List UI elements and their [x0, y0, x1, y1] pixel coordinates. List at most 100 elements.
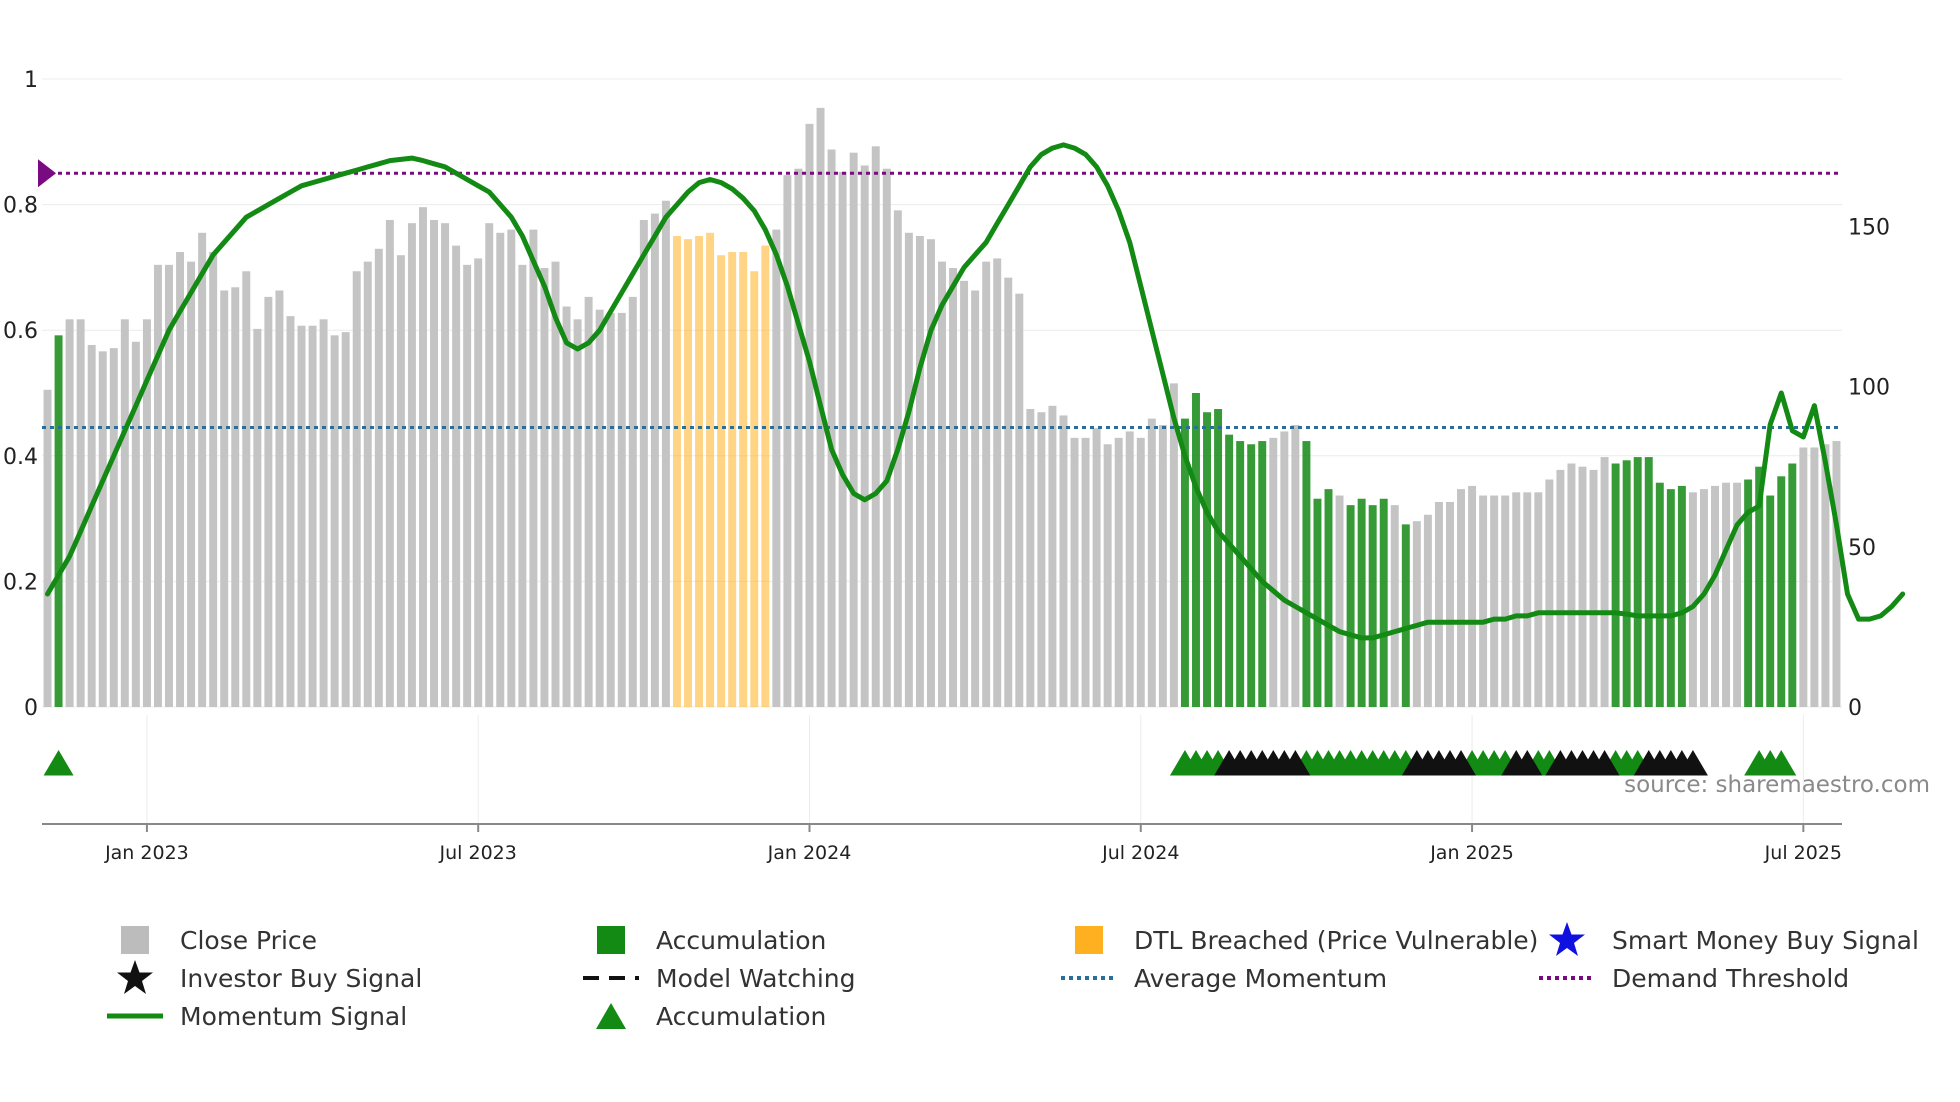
bar-close-price: [1600, 457, 1609, 707]
bar-close-price: [176, 252, 185, 708]
accumulation-triangle: [43, 750, 74, 776]
bar-close-price: [706, 232, 715, 708]
bar-close-price: [1280, 431, 1289, 707]
bar-close-price: [982, 261, 991, 707]
bar-close-price: [893, 210, 902, 707]
bar-close-price: [330, 335, 339, 707]
bar-close-price: [1147, 418, 1156, 707]
bar-close-price: [606, 312, 615, 707]
bar-close-price: [474, 258, 483, 707]
bar-close-price: [617, 312, 626, 707]
bar-close-price: [153, 264, 162, 707]
bar-close-price: [1026, 409, 1035, 707]
bar-close-price: [363, 261, 372, 707]
demand-threshold-marker: [38, 159, 56, 188]
bar-close-price: [1125, 431, 1134, 707]
y-tick-left: 1: [24, 68, 38, 93]
bar-close-price: [1446, 501, 1454, 707]
bar-close-price: [1180, 418, 1189, 707]
investor-buy-triangle: [1512, 750, 1543, 776]
bar-close-price: [1832, 441, 1841, 707]
bar-close-price: [639, 219, 648, 707]
bar-close-price: [1401, 524, 1410, 707]
bar-close-price: [1015, 293, 1024, 707]
bar-close-price: [98, 351, 107, 707]
bar-close-price: [595, 309, 604, 707]
bar-close-price: [573, 319, 582, 707]
bar-close-price: [529, 229, 538, 707]
bar-close-price: [54, 335, 63, 707]
bar-close-price: [551, 261, 560, 707]
bar-close-price: [308, 325, 317, 707]
bar-close-price: [1777, 476, 1786, 707]
bar-close-price: [1711, 485, 1719, 707]
bar-close-price: [1059, 415, 1068, 707]
bar-close-price: [1368, 505, 1377, 707]
investor-buy-triangle: [1280, 750, 1311, 776]
bar-close-price: [926, 239, 935, 707]
bar-close-price: [231, 287, 240, 707]
bar-close-price: [1247, 444, 1256, 707]
bar-close-price: [142, 319, 151, 707]
bar-close-price: [750, 271, 759, 707]
bar-close-price: [915, 236, 924, 707]
bar-close-price: [904, 232, 913, 708]
bar-close-price: [1092, 428, 1101, 707]
bar-close-price: [242, 271, 251, 707]
bar-close-price: [120, 319, 129, 707]
bar-close-price: [220, 290, 229, 707]
bar-close-price: [1733, 482, 1742, 707]
bar-close-price: [1799, 447, 1808, 707]
bar-close-price: [949, 268, 958, 707]
bar-close-price: [1203, 412, 1212, 707]
bar-close-price: [1490, 495, 1499, 707]
bar-close-price: [1788, 463, 1797, 707]
bar-close-price: [672, 236, 681, 707]
bar-close-price: [319, 319, 328, 707]
bar-close-price: [1457, 489, 1465, 707]
bar-close-price: [165, 264, 173, 707]
bar-close-price: [960, 280, 969, 707]
y-tick-left: 0.8: [3, 194, 38, 219]
bar-close-price: [1666, 489, 1675, 707]
bar-close-price: [1158, 425, 1167, 707]
bar-close-price: [1744, 479, 1753, 707]
momentum-signal-line: [45, 142, 1906, 641]
bar-close-price: [728, 252, 737, 708]
bar-close-price: [507, 229, 516, 707]
bar-close-price: [485, 223, 494, 708]
investor-buy-triangle: [1446, 750, 1477, 776]
bar-close-price: [1512, 492, 1521, 707]
bar-close-price: [838, 171, 847, 708]
x-tick-label: Jan 2024: [767, 842, 852, 864]
bar-close-price: [783, 175, 792, 708]
bar-close-price: [772, 229, 781, 707]
bar-close-price: [109, 348, 118, 707]
bar-close-price: [1103, 444, 1112, 707]
bar-close-price: [441, 223, 450, 708]
bar-close-price: [187, 261, 196, 707]
bar-close-price: [860, 165, 869, 708]
bar-close-price: [430, 219, 438, 707]
bar-close-price: [341, 332, 350, 707]
bar-close-price: [1048, 405, 1057, 707]
y-tick-left: 0.6: [3, 319, 38, 344]
bar-close-price: [1810, 447, 1819, 707]
bar-close-price: [761, 245, 770, 707]
bar-close-price: [1611, 463, 1620, 707]
bar-close-price: [65, 319, 74, 707]
bar-close-price: [463, 264, 472, 707]
bar-close-price: [1236, 441, 1245, 707]
bar-close-price: [374, 248, 383, 707]
bar-close-price: [1622, 460, 1631, 707]
bar-close-price: [684, 239, 692, 707]
bar-close-price: [805, 123, 814, 708]
y-tick-left: 0.2: [3, 570, 38, 595]
bar-close-price: [650, 213, 659, 708]
bar-close-price: [198, 232, 207, 708]
bar-close-price: [1291, 425, 1300, 707]
bar-close-price: [131, 341, 140, 707]
bar-close-price: [297, 325, 306, 707]
bar-close-price: [1225, 434, 1234, 707]
bar-close-price: [1313, 498, 1322, 707]
